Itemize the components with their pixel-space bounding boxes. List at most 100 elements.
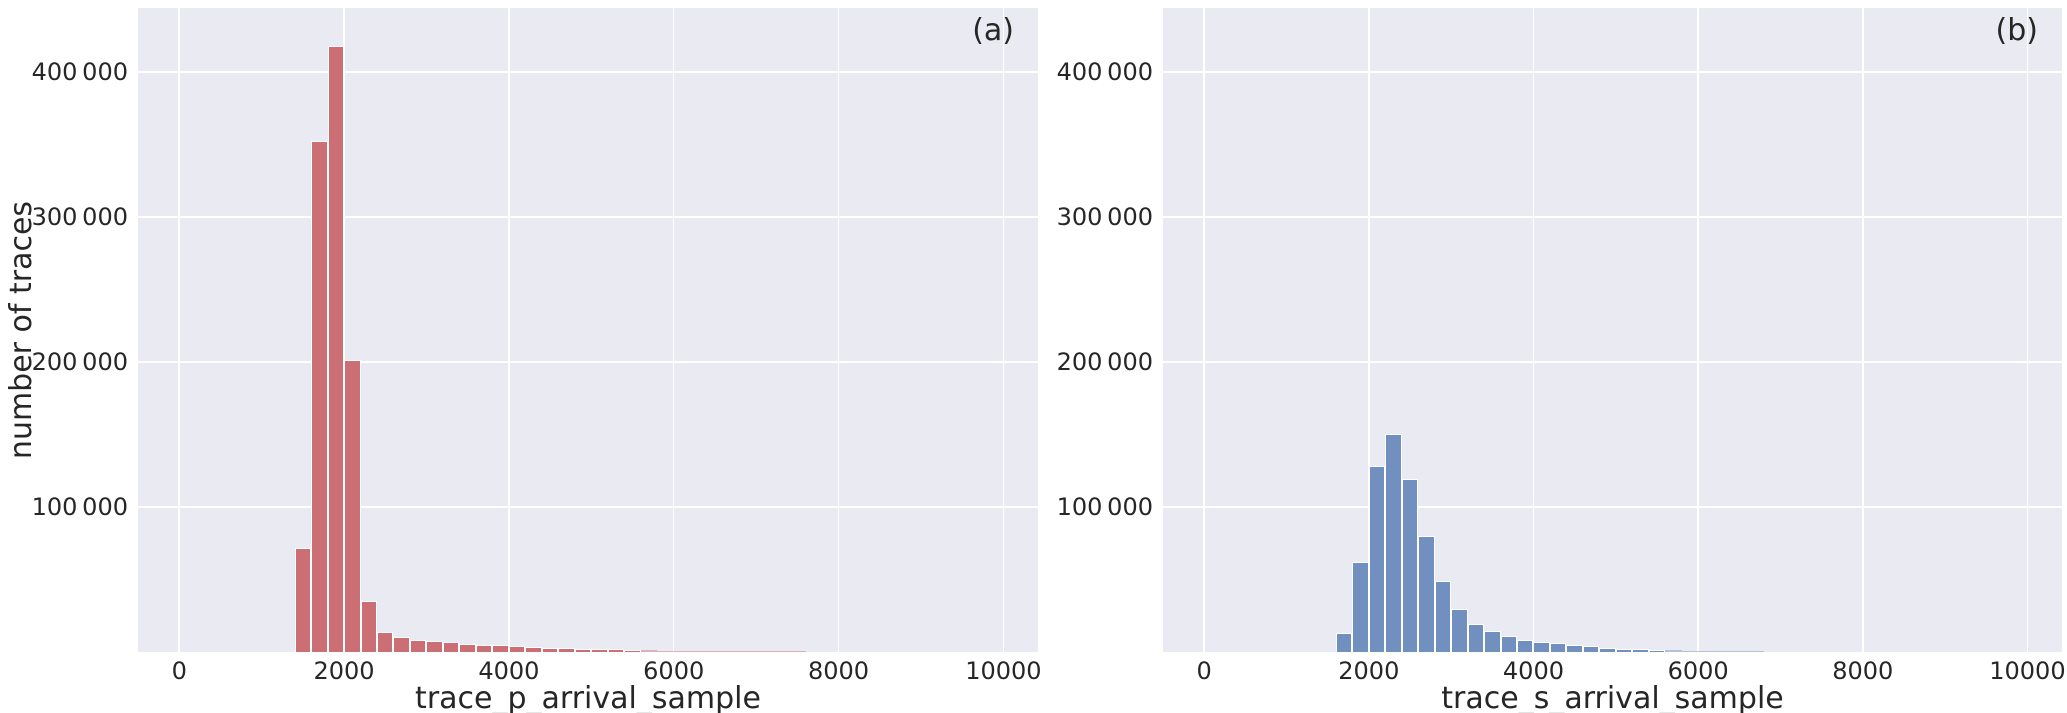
gridline-vertical [508,8,510,652]
histogram-bar [690,651,707,652]
plot-area-b [1163,8,2062,652]
histogram-bar [377,631,394,652]
histogram-bar [442,642,460,652]
y-tick-label: 400 000 [1056,57,1153,86]
histogram-bar [1434,580,1452,652]
histogram-bar [1615,648,1633,652]
gridline-horizontal [138,361,1038,363]
y-tick-label: 100 000 [1056,492,1153,521]
histogram-bar [1517,640,1534,652]
gridline-vertical [1368,8,1370,652]
histogram-bar [1681,650,1699,652]
gridline-horizontal [138,216,1038,218]
gridline-horizontal [1163,361,2062,363]
histogram-bar [1500,636,1517,652]
histogram-bar [1665,650,1682,652]
panel-label-a: (a) [972,13,1014,48]
histogram-bar [1714,651,1732,652]
y-tick-label: 300 000 [31,202,128,231]
x-tick-label: 8000 [1832,657,1894,685]
gridline-vertical [672,8,675,652]
histogram-bar [1401,479,1419,652]
x-tick-label: 6000 [643,657,705,685]
gridline-vertical [1862,8,1864,652]
y-tick-label: 200 000 [1056,347,1153,376]
gridline-vertical [837,8,840,652]
gridline-vertical [2026,8,2029,652]
y-tick-label: 400 000 [31,57,128,86]
gridline-horizontal [138,71,1038,73]
y-tick-label: 300 000 [1056,202,1153,231]
histogram-bar [1385,434,1402,652]
histogram-bar [1731,651,1748,652]
histogram-bar [739,651,757,652]
y-tick-label: 200 000 [31,347,128,376]
x-tick-label: 0 [1196,657,1212,685]
histogram-bar [1582,646,1600,652]
x-axis-label-a: trace_p_arrival_sample [415,681,761,713]
histogram-bar [459,643,476,652]
y-tick-label: 100 000 [31,492,128,521]
gridline-vertical [343,8,345,652]
x-tick-label: 2000 [1338,657,1400,685]
histogram-bar [541,647,559,652]
histogram-bar [706,651,724,652]
histogram-bar [1451,609,1468,652]
x-tick-label: 10000 [1989,657,2066,685]
histogram-bar [1368,466,1386,652]
gridline-vertical [1203,8,1205,652]
histogram-bar [756,651,773,652]
x-tick-label: 4000 [478,657,540,685]
histogram-bar [311,141,328,652]
plot-area-a [138,8,1038,652]
x-tick-label: 10000 [965,657,1042,685]
histogram-bar [1467,624,1485,652]
histogram-bar [1632,649,1649,652]
histogram-bar [1418,535,1435,652]
x-tick-label: 6000 [1667,657,1729,685]
gridline-vertical [1002,8,1005,652]
histogram-bar [772,651,790,652]
histogram-bar [574,648,592,652]
gridline-horizontal [1163,71,2062,73]
histogram-bar [360,601,377,652]
x-axis-label-b: trace_s_arrival_sample [1441,681,1784,713]
histogram-bar [426,641,443,652]
histogram-bar [591,648,608,652]
histogram-bar [1533,642,1550,652]
histogram-bar [1549,643,1567,652]
gridline-vertical [178,8,180,652]
histogram-bar [492,645,509,652]
histogram-bar [344,360,361,652]
x-tick-label: 2000 [313,657,375,685]
x-tick-label: 4000 [1502,657,1564,685]
histogram-bar [409,639,427,652]
histogram-bar [1566,645,1583,652]
x-tick-label: 8000 [808,657,870,685]
histogram-bar [607,649,625,652]
gridline-vertical [1532,8,1535,652]
histogram-bar [393,637,410,652]
histogram-bar [1648,649,1666,652]
histogram-bar [723,651,740,652]
histogram-bar [1352,562,1369,652]
gridline-horizontal [1163,216,2062,218]
x-tick-label: 0 [171,657,187,685]
histogram-bar [327,45,345,652]
histogram-bar [624,649,641,652]
y-axis-label: number of traces [4,200,39,460]
gridline-vertical [1697,8,1699,652]
histogram-bar [1335,633,1353,652]
histogram-bar [294,547,312,652]
histogram-bar [1747,651,1764,652]
histogram-bar [475,644,493,652]
gridline-horizontal [138,506,1038,508]
histogram-bar [657,650,674,652]
gridline-horizontal [1163,506,2062,508]
histogram-bar [525,646,542,652]
panel-label-b: (b) [1995,13,2038,48]
histogram-bar [673,650,691,652]
histogram-bar [1599,647,1616,652]
histogram-bar [789,651,806,652]
